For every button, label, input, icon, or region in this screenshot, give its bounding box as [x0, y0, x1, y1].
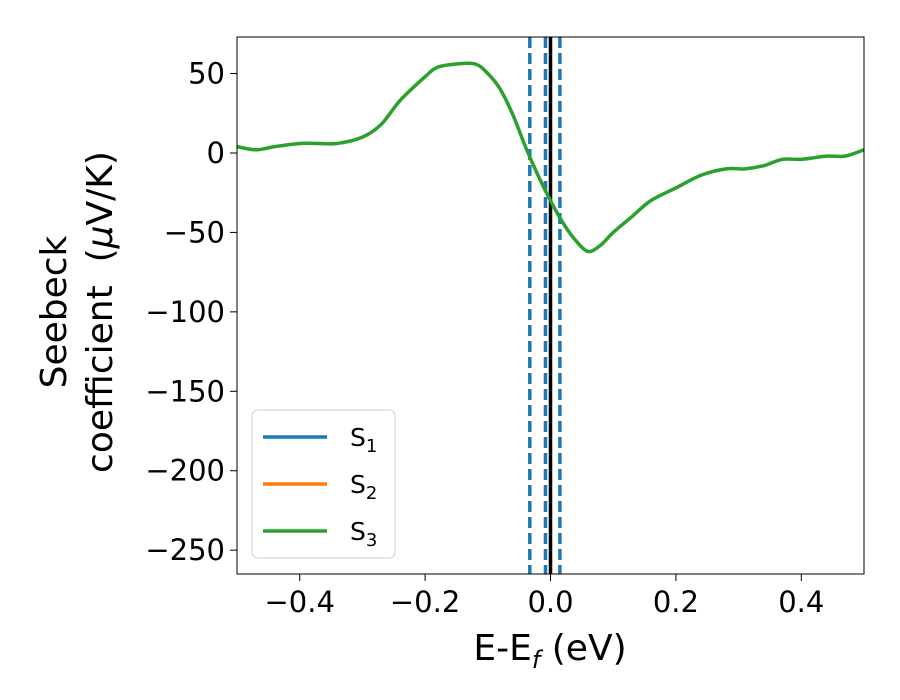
legend-label-subscript: 2	[366, 483, 377, 504]
legend-label-main: S	[350, 517, 366, 546]
y-tick-label: −200	[145, 454, 225, 488]
legend-label-s1: S1	[350, 423, 377, 457]
y-tick-label: 50	[188, 57, 225, 91]
y-axis-ticks: 50 0 −50 −100 −150 −200 −250	[145, 57, 237, 567]
x-tick-label: 0.0	[527, 585, 573, 619]
x-axis-label-suffix: (eV)	[540, 628, 626, 669]
x-tick-label: −0.4	[264, 585, 334, 619]
y-axis-label-line1: Seebeck	[34, 235, 75, 388]
y-axis-label-line2: coefficient (μV/K)	[80, 151, 121, 473]
x-axis-label-main: E-E	[473, 628, 531, 669]
x-tick-label: −0.2	[390, 585, 460, 619]
x-tick-label: 0.2	[653, 585, 699, 619]
y-tick-label: −50	[164, 215, 225, 249]
y-axis-label-text: coefficient (	[80, 248, 121, 473]
y-axis-label-mu: μ	[80, 225, 121, 249]
y-tick-label: −150	[145, 374, 225, 408]
legend-label-main: S	[350, 470, 366, 499]
y-tick-label: −100	[145, 295, 225, 329]
legend-label-main: S	[350, 423, 366, 452]
legend-label-s2: S2	[350, 470, 377, 504]
y-axis-label-unit: V/K)	[80, 151, 121, 225]
legend-label-s3: S3	[350, 517, 377, 551]
x-axis-ticks: −0.4 −0.2 0.0 0.2 0.4	[264, 574, 824, 619]
y-tick-label: −250	[145, 533, 225, 567]
x-tick-label: 0.4	[778, 585, 824, 619]
series-lines	[237, 61, 864, 254]
legend-label-subscript: 3	[366, 530, 377, 551]
series-line-s3	[237, 61, 864, 254]
vertical-marker-lines	[528, 37, 562, 574]
legend-label-subscript: 1	[366, 436, 377, 457]
y-tick-label: 0	[207, 136, 225, 170]
x-axis-label: E-Ef (eV)	[473, 628, 626, 674]
